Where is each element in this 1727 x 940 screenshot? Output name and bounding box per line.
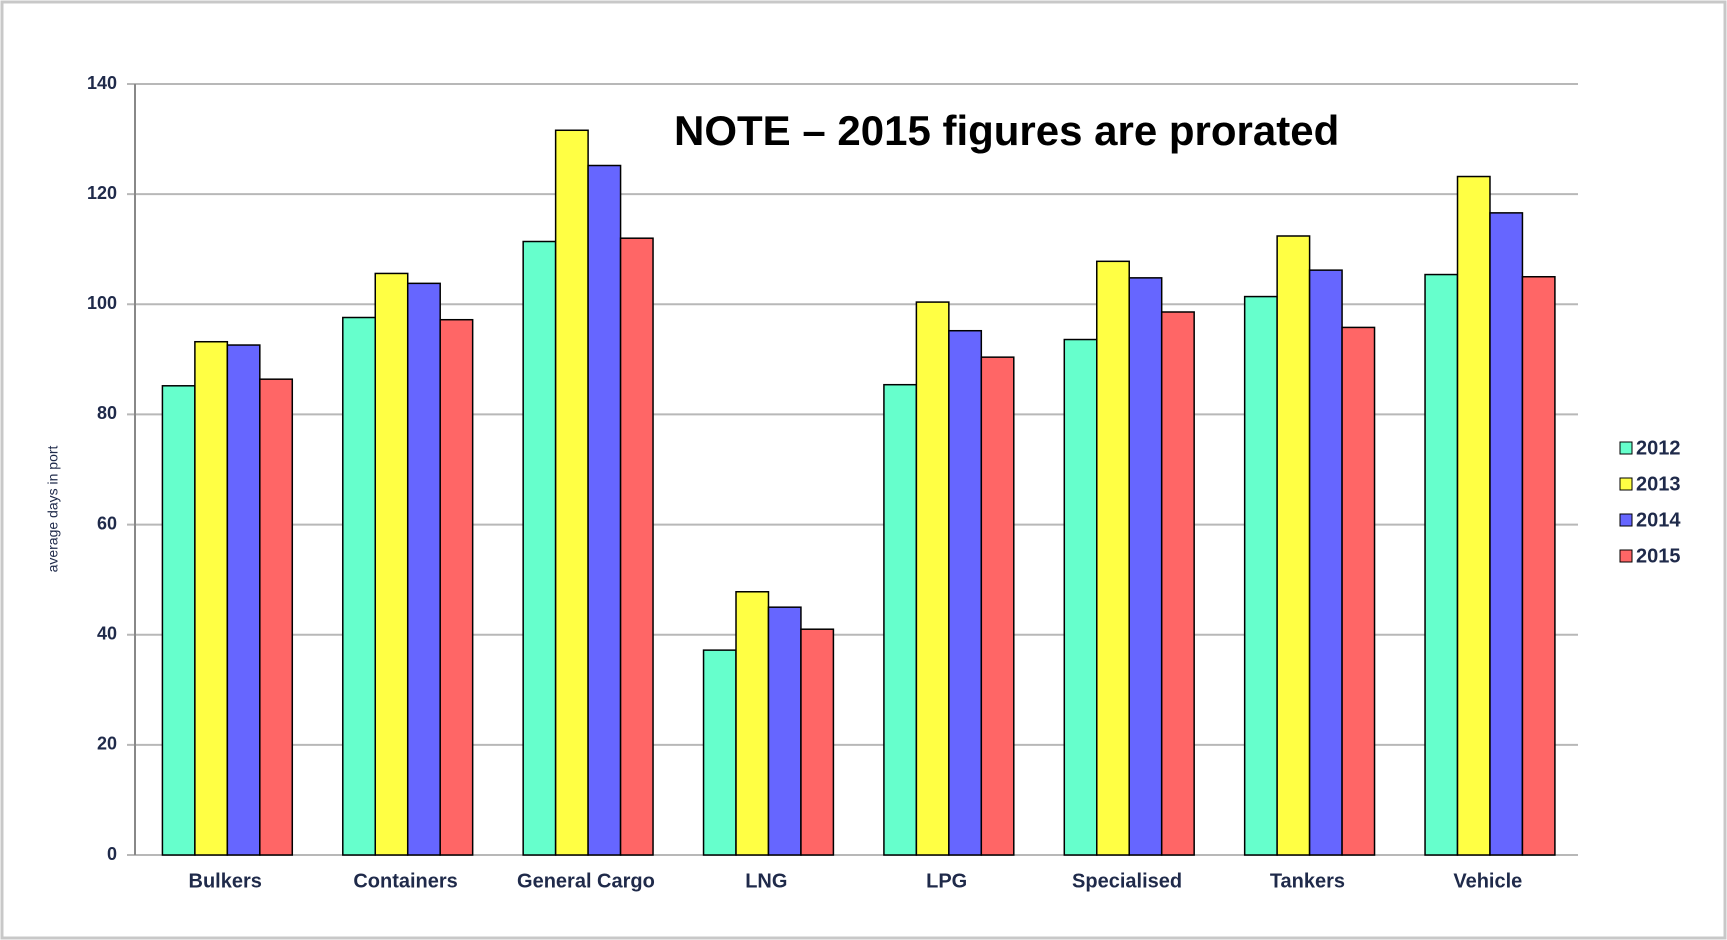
x-tick-label: Bulkers bbox=[189, 870, 262, 892]
bar bbox=[522, 240, 557, 856]
bar bbox=[226, 344, 261, 856]
legend-label: 2015 bbox=[1636, 545, 1681, 567]
bar bbox=[1276, 235, 1311, 856]
bar bbox=[883, 383, 918, 856]
bar bbox=[702, 649, 737, 856]
legend-swatch bbox=[1619, 477, 1633, 491]
bar bbox=[915, 301, 950, 856]
bar bbox=[1489, 212, 1524, 856]
y-tick-label: 100 bbox=[87, 293, 117, 313]
y-tick-label: 20 bbox=[97, 734, 117, 754]
legend-swatch bbox=[1619, 441, 1633, 455]
bar bbox=[587, 164, 622, 856]
legend-label: 2012 bbox=[1636, 437, 1681, 459]
bar bbox=[374, 272, 409, 856]
x-tick-label: Vehicle bbox=[1453, 870, 1522, 892]
bar bbox=[948, 329, 983, 856]
x-tick-label: General Cargo bbox=[517, 870, 655, 892]
y-tick-label: 140 bbox=[87, 73, 117, 93]
bar bbox=[980, 356, 1015, 856]
bar bbox=[161, 385, 196, 856]
bar bbox=[406, 282, 441, 856]
bar bbox=[1063, 338, 1098, 856]
bar bbox=[342, 316, 377, 856]
x-tick-label: Specialised bbox=[1072, 870, 1182, 892]
legend-swatch bbox=[1619, 513, 1633, 527]
bar bbox=[1096, 260, 1130, 856]
legend-swatch bbox=[1619, 549, 1633, 563]
bar bbox=[1424, 273, 1459, 856]
legend-label: 2013 bbox=[1636, 473, 1681, 495]
bar bbox=[1341, 326, 1376, 856]
bar bbox=[1243, 295, 1278, 856]
x-tick-label: LPG bbox=[926, 870, 967, 892]
bar bbox=[767, 606, 802, 856]
bar bbox=[735, 591, 770, 856]
bar bbox=[259, 378, 294, 856]
y-axis-label: average days in port bbox=[45, 445, 61, 572]
bar bbox=[1160, 311, 1195, 856]
bar bbox=[1308, 269, 1343, 856]
bar bbox=[439, 318, 474, 856]
legend-label: 2014 bbox=[1636, 509, 1681, 531]
annotation: NOTE – 2015 figures are prorated bbox=[674, 107, 1339, 154]
bar bbox=[1456, 175, 1491, 856]
y-tick-label: 60 bbox=[97, 513, 117, 533]
y-tick-label: 40 bbox=[97, 623, 117, 643]
bar bbox=[619, 237, 654, 856]
y-tick-label: 80 bbox=[97, 403, 117, 423]
bar bbox=[1128, 277, 1163, 856]
bar bbox=[800, 628, 835, 856]
bar bbox=[1521, 276, 1556, 856]
bar bbox=[194, 340, 229, 856]
y-tick-label: 120 bbox=[87, 183, 117, 203]
y-tick-label: 0 bbox=[107, 844, 117, 864]
x-tick-label: LNG bbox=[745, 870, 787, 892]
x-tick-label: Containers bbox=[353, 870, 457, 892]
x-tick-label: Tankers bbox=[1270, 870, 1345, 892]
bar bbox=[554, 129, 589, 856]
